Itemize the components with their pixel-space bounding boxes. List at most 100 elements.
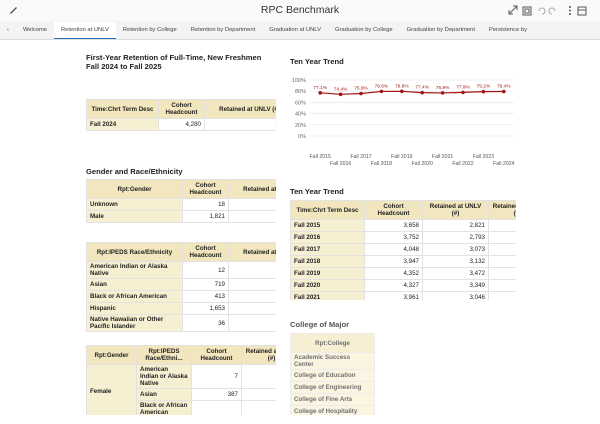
table-cell: Asian (86, 278, 183, 291)
column-header[interactable]: Cohort Headcount (158, 99, 205, 119)
tab[interactable]: Graduation by College (334, 27, 393, 33)
data-point (440, 91, 445, 95)
table-cell: Male (86, 210, 183, 223)
column-header[interactable]: Time:Chrt Term Desc (86, 99, 159, 119)
y-tick-label: 0% (298, 134, 306, 140)
table-box: Rpt:Gender Rpt:IPEDS Race/Ethni... Cohort … (86, 345, 276, 415)
table-row: Fall 2020 4,327 3,349 (290, 279, 516, 292)
table-cell (241, 364, 276, 389)
tab[interactable]: Retention at UNLV (54, 22, 116, 39)
column-header[interactable]: Rpt:Gender (86, 345, 137, 365)
table-cell: 3,132 (422, 255, 489, 268)
table-cell: 36 (182, 314, 229, 332)
y-tick-label: 40% (295, 112, 306, 118)
table-cell (228, 278, 276, 291)
tab[interactable]: Graduation at UNLV (269, 27, 321, 33)
table-cell: 1,821 (182, 210, 229, 223)
x-tick-label: Fall 2016 (330, 161, 351, 167)
table-cell: 2,821 (422, 219, 489, 232)
column-header[interactable]: Rpt:College (290, 333, 375, 353)
table-cell: College of Education (290, 369, 375, 382)
value-label: 79.6% (375, 83, 389, 89)
table-cell: 387 (191, 388, 242, 401)
column-header[interactable]: Rpt:IPEDS Race/Ethnicity (86, 242, 183, 262)
retention-title: First-Year Retention of Full-Time, New F… (86, 53, 286, 71)
x-tick-label: Fall 2020 (412, 161, 433, 167)
edit-icon[interactable] (8, 5, 18, 15)
table-row: Fall 2017 4,048 3,073 (290, 243, 516, 256)
tab[interactable]: Persistence by (488, 27, 527, 33)
table-row: Asian 387 (87, 388, 276, 401)
data-point (379, 89, 384, 94)
table-row: Fall 2018 3,947 3,132 (290, 255, 516, 268)
tab[interactable]: Graduation by Department (406, 27, 475, 33)
table-cell (488, 243, 516, 256)
table-cell: Native Hawaiian or Other Pacific Islande… (86, 314, 183, 332)
table-cell: Asian (136, 388, 192, 401)
column-header[interactable]: Time:Chrt Term Desc (290, 200, 365, 220)
header-row: Time:Chrt Term Desc Cohort Headcount Retai… (86, 99, 276, 119)
x-tick-label: Fall 2024 (493, 161, 514, 167)
table-cell: Black or African American (86, 290, 183, 303)
table-cell: Fall 2016 (290, 231, 365, 244)
table-cell (191, 400, 242, 415)
tab[interactable]: Retention by College (122, 27, 177, 33)
table-row: Native Hawaiian or Other Pacific Islande… (86, 314, 276, 332)
table-cell: 7 (191, 364, 242, 389)
data-point (400, 89, 404, 94)
table-cell: 3,947 (364, 255, 423, 268)
table-row: Asian 719 (86, 278, 276, 291)
table-cell: 4,352 (364, 267, 423, 280)
column-header[interactable]: Rpt:IPEDS Race/Ethni... (136, 345, 192, 365)
loading-overlay (290, 333, 516, 415)
header-row: Rpt:Gender Rpt:IPEDS Race/Ethni... Cohort … (86, 345, 276, 365)
trend-line (320, 90, 504, 95)
table-cell: American Indian or Alaska Native (136, 364, 192, 389)
table-cell (488, 267, 516, 280)
table-cell (228, 210, 276, 223)
x-tick-label: Fall 2021 (432, 154, 453, 160)
top-bar: RPC Benchmark (0, 0, 600, 21)
table-row: Black or African American (87, 400, 276, 415)
data-point (318, 91, 322, 95)
value-label: 77.1% (313, 85, 327, 91)
table-box: Time:Chrt Term Desc Cohort Headcount Retai… (290, 200, 516, 300)
table-box: Rpt:College Academic Success Center Colleg… (290, 333, 516, 415)
x-tick-label: Fall 2022 (452, 161, 473, 167)
scroll-left[interactable]: ‹ (7, 27, 9, 33)
column-header[interactable]: Retained at UNLV (#) (241, 345, 276, 365)
table-cell: Hispanic (86, 302, 183, 315)
tab-bar: ‹ Welcome Retention at UNLV Retention by Co… (0, 21, 600, 40)
column-header[interactable]: Cohort Headcount (182, 242, 229, 262)
section-title: Ten Year Trend (290, 187, 344, 196)
y-tick-label: 60% (295, 100, 306, 106)
toolbar-icons[interactable] (508, 5, 588, 16)
table-cell: Female (86, 364, 137, 415)
column-header[interactable]: Rpt:Gender (86, 179, 183, 199)
section-title: College of Major (290, 320, 350, 329)
header-row: Time:Chrt Term Desc Cohort Headcount Retai… (290, 200, 516, 220)
table-cell: 3,961 (364, 291, 423, 300)
value-label: 77.9% (456, 84, 470, 90)
tab[interactable]: Retention by Department (190, 27, 256, 33)
value-label: 79.4% (497, 84, 511, 90)
header-row: Rpt:IPEDS Race/Ethnicity Cohort Headcount… (86, 242, 276, 262)
column-header[interactable]: Cohort Headcount (364, 200, 423, 220)
column-header[interactable]: Retained at UNLV (%) (488, 200, 516, 220)
column-header[interactable]: Retained at UNLV (#) (422, 200, 489, 220)
column-header[interactable]: Cohort Headcount (182, 179, 229, 199)
column-header[interactable]: Retained at UNLV (#) (228, 179, 276, 199)
tab[interactable]: Welcome (22, 27, 47, 33)
column-header[interactable]: Retained at UNLV (#) (228, 242, 276, 262)
column-header[interactable]: Retained at UNLV (#) (204, 99, 276, 119)
table-cell: 3,073 (422, 243, 489, 256)
y-tick-label: 20% (295, 123, 306, 129)
table-row: Fall 2019 4,352 3,472 (290, 267, 516, 280)
table-cell (228, 261, 276, 279)
table-cell: Academic Success Center (290, 352, 375, 370)
table-cell (488, 219, 516, 232)
table-row: Unknown 18 (86, 198, 276, 211)
column-header[interactable]: Cohort Headcount (191, 345, 242, 365)
value-label: 74.4% (334, 86, 348, 92)
